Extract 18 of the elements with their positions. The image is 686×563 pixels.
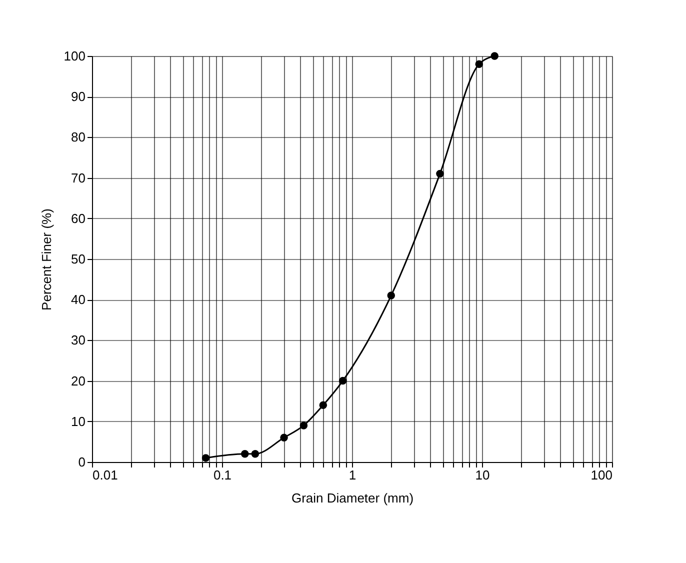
- x-tick-label: 1: [348, 468, 356, 482]
- y-tick-label: 80: [71, 130, 86, 145]
- y-tick-label: 60: [71, 210, 86, 226]
- y-tick-label: 90: [71, 89, 86, 104]
- y-tick-label: 100: [64, 48, 86, 64]
- y-tick-label: 70: [71, 170, 86, 186]
- x-tick-label: 0.01: [92, 468, 118, 482]
- x-tick-label: 10: [475, 468, 490, 482]
- y-tick-label: 30: [71, 332, 86, 348]
- y-tick-label: 0: [78, 454, 86, 470]
- y-tick-label: 40: [71, 292, 86, 308]
- y-axis-title: Percent Finer (%): [38, 208, 54, 310]
- x-axis-title: Grain Diameter (mm): [291, 490, 414, 506]
- y-tick-label: 50: [71, 252, 86, 266]
- y-tick-label: 20: [71, 373, 86, 388]
- x-tick-label: 0.1: [213, 468, 232, 482]
- y-tick-label: 10: [71, 414, 86, 429]
- x-tick-label: 100: [590, 468, 612, 482]
